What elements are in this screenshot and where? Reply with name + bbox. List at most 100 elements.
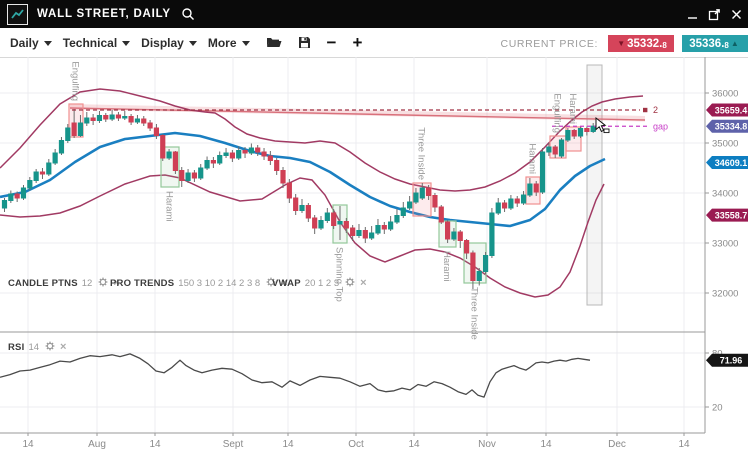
candlestick [489,208,495,258]
candlestick [331,209,337,229]
candlestick [426,185,432,200]
candlestick [280,167,286,188]
close-icon[interactable] [726,0,746,28]
current-price-label: CURRENT PRICE: [500,37,598,50]
minimize-button[interactable] [682,0,702,28]
close-icon[interactable]: × [281,277,288,289]
candle-body [584,128,590,132]
price-level-badge-value: 34609.1 [715,158,748,168]
indicator-name: VWAP [272,278,301,289]
gear-icon[interactable] [266,277,276,290]
sell-price-button[interactable]: ▼ 35332. 8 [608,35,674,52]
candle-body [103,115,109,120]
gap-label: gap [653,121,668,131]
candlestick [565,128,571,142]
gear-icon[interactable] [345,277,355,290]
candlestick [350,225,356,241]
candlestick [413,188,419,204]
candle-body [350,227,356,236]
indicator-params: 20 1 2 3 [304,278,340,289]
close-icon[interactable]: × [113,277,120,289]
candlestick [362,227,368,243]
candlestick [501,200,508,212]
candlestick [356,224,362,238]
candle-body [489,212,495,256]
x-axis-label: 14 [149,439,161,450]
close-icon[interactable]: × [60,341,67,353]
pattern-annotation-label: Engulfing [552,93,563,133]
candle-body [356,230,362,236]
indicator-legend-vwap: VWAP 20 1 2 3 × [272,277,367,290]
display-menu[interactable]: Display [141,36,197,50]
candle-body [52,152,58,164]
candle-body [445,221,451,240]
indicator-name: RSI [8,342,25,353]
candlestick [527,178,533,197]
candlestick [27,177,33,191]
indicator-legend-candle-ptns: CANDLE PTNS 12 × [8,277,120,290]
candlestick [546,143,552,156]
candlestick [482,252,489,274]
candlestick [552,145,558,158]
selection-band [586,64,603,306]
app-logo-icon [7,3,28,25]
candle-body [160,135,166,159]
candle-body [198,167,204,179]
price-chart-canvas[interactable]: 2 gap Engulfing Harami Spinning Top Three Ins… [0,57,748,455]
candle-body [122,116,128,119]
chevron-down-icon [122,41,131,46]
candle-body [8,193,14,201]
candlestick [33,169,39,183]
line-label: 2 [653,105,658,115]
pattern-annotation-label: Harami [441,251,452,282]
candle-body [267,155,273,161]
candlestick [172,151,179,174]
x-axis-label: Aug [88,439,106,450]
candlestick [312,215,318,234]
gear-icon[interactable] [45,341,55,354]
save-icon[interactable] [298,36,311,49]
buy-price-button[interactable]: 35336. 8 ▲ [682,35,748,52]
search-icon[interactable] [181,7,195,21]
zoom-in-button[interactable]: + [352,33,363,52]
candlestick [470,250,476,289]
candlestick [52,149,58,165]
candle-body [501,202,508,209]
candle-body [508,198,514,209]
candlestick [318,216,324,230]
candle-body [172,151,179,171]
timeframe-menu[interactable]: Daily [10,36,52,50]
indicator-params: 14 [28,342,40,353]
up-arrow-icon: ▲ [730,38,739,48]
chart-area[interactable]: 2 gap Engulfing Harami Spinning Top Three Ins… [0,57,748,455]
instrument-title: WALL STREET, DAILY [37,8,171,20]
candlestick [476,268,482,286]
chevron-down-icon [43,41,52,46]
price-level-badge [706,156,748,170]
candlestick [305,203,311,222]
chart-toolbar: Daily Technical Display More − + CURRENT… [0,28,748,58]
gear-icon[interactable] [98,277,108,290]
candlestick [508,195,514,210]
rsi-value-badge [706,353,748,367]
candle-body [115,114,122,119]
candle-body [134,118,141,123]
open-folder-icon[interactable] [266,36,282,49]
close-icon[interactable]: × [360,277,367,289]
pattern-annotation-label: Harami [567,93,578,124]
candle-body [331,212,337,226]
more-menu[interactable]: More [208,36,250,50]
x-axis-label: Nov [478,439,496,450]
candlestick [520,191,527,205]
candle-body [527,183,533,196]
x-axis-label: Dec [608,439,626,450]
candlestick [160,134,166,161]
technical-menu[interactable]: Technical [63,36,131,50]
popout-button[interactable] [704,0,724,28]
candle-body [141,118,147,124]
candle-body [96,115,103,121]
zoom-out-button[interactable]: − [326,33,337,52]
candlestick [324,208,330,223]
lower-band-line [0,174,605,298]
candlestick [128,114,134,125]
